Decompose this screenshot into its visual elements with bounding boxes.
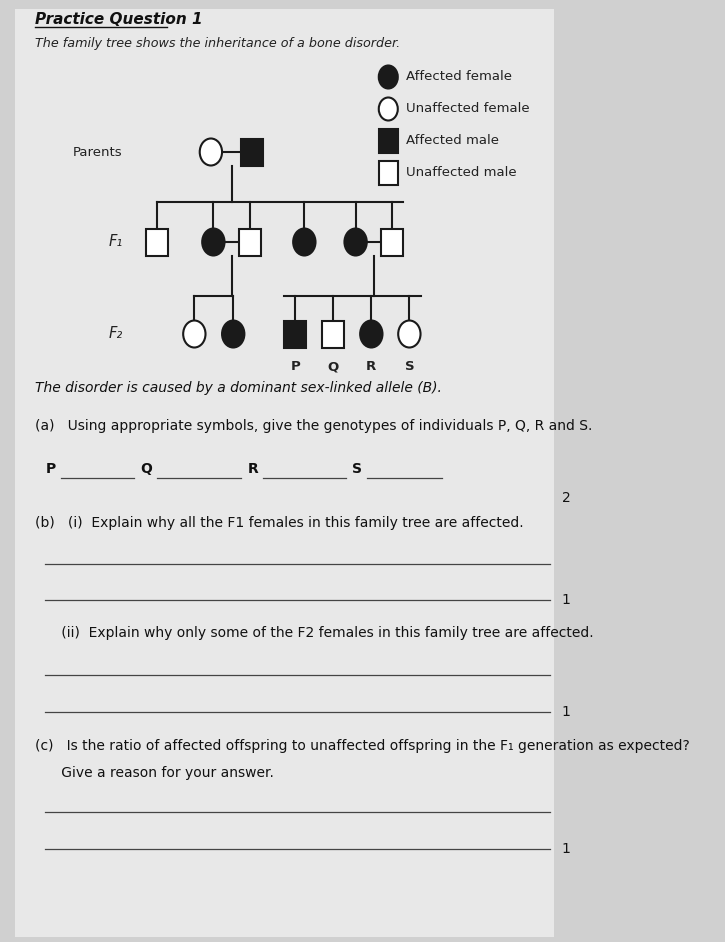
Text: 1: 1 — [562, 842, 571, 856]
Text: R: R — [248, 462, 259, 476]
Text: Affected female: Affected female — [406, 71, 512, 84]
Bar — [239, 229, 261, 255]
Circle shape — [360, 320, 383, 348]
Circle shape — [344, 229, 367, 255]
Circle shape — [183, 320, 205, 348]
Bar — [378, 161, 398, 185]
Text: P: P — [46, 462, 56, 476]
Text: Unaffected female: Unaffected female — [406, 103, 530, 116]
Bar — [381, 229, 403, 255]
FancyBboxPatch shape — [15, 9, 554, 937]
Text: S: S — [352, 462, 362, 476]
Text: Q: Q — [141, 462, 152, 476]
Text: The disorder is caused by a dominant sex-linked allele (B).: The disorder is caused by a dominant sex… — [35, 381, 442, 395]
Text: The family tree shows the inheritance of a bone disorder.: The family tree shows the inheritance of… — [35, 37, 400, 50]
Circle shape — [293, 229, 315, 255]
Text: Unaffected male: Unaffected male — [406, 167, 517, 180]
Circle shape — [202, 229, 225, 255]
Text: (b)   (i)  Explain why all the F1 females in this family tree are affected.: (b) (i) Explain why all the F1 females i… — [35, 516, 523, 530]
Bar — [322, 320, 344, 348]
Text: 1: 1 — [562, 593, 571, 607]
Text: P: P — [291, 360, 300, 373]
Text: Q: Q — [328, 360, 339, 373]
Text: S: S — [405, 360, 414, 373]
Circle shape — [199, 138, 222, 166]
Text: F₁: F₁ — [108, 235, 123, 250]
Text: (ii)  Explain why only some of the F2 females in this family tree are affected.: (ii) Explain why only some of the F2 fem… — [35, 626, 593, 640]
Text: (a)   Using appropriate symbols, give the genotypes of individuals P, Q, R and S: (a) Using appropriate symbols, give the … — [35, 419, 592, 433]
Text: F₂: F₂ — [108, 327, 123, 342]
Bar — [378, 129, 398, 153]
Bar — [146, 229, 168, 255]
Text: 2: 2 — [562, 491, 571, 505]
Circle shape — [378, 98, 398, 121]
Text: Parents: Parents — [72, 145, 123, 158]
Text: 1: 1 — [562, 705, 571, 719]
Bar — [284, 320, 307, 348]
Text: Affected male: Affected male — [406, 135, 499, 148]
Text: (c)   Is the ratio of affected offspring to unaffected offspring in the F₁ gener: (c) Is the ratio of affected offspring t… — [35, 739, 689, 753]
Circle shape — [222, 320, 244, 348]
Text: R: R — [366, 360, 376, 373]
Circle shape — [398, 320, 420, 348]
Bar — [241, 138, 263, 166]
Text: Give a reason for your answer.: Give a reason for your answer. — [35, 766, 273, 780]
Circle shape — [378, 66, 398, 89]
Text: Practice Question 1: Practice Question 1 — [35, 12, 202, 27]
